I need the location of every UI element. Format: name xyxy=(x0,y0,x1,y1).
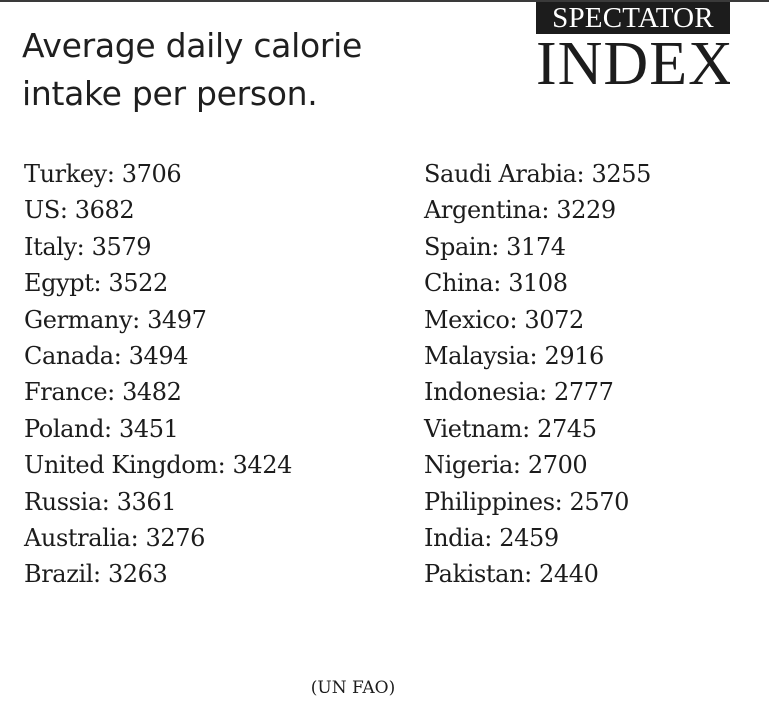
country-name: Saudi Arabia xyxy=(424,160,577,188)
list-item: Australia: 3276 xyxy=(24,523,206,552)
list-item: Egypt: 3522 xyxy=(24,269,168,298)
list-item: Argentina: 3229 xyxy=(424,196,616,225)
country-name: Nigeria xyxy=(424,451,513,480)
list-item: India: 2459 xyxy=(424,523,559,552)
calorie-value: 3229 xyxy=(556,196,616,225)
calorie-value: 3482 xyxy=(122,378,182,407)
title-line-2: intake per person. xyxy=(22,74,318,113)
country-name: Germany xyxy=(24,305,133,334)
country-name: Brazil xyxy=(24,560,94,589)
list-item: Philippines: 2570 xyxy=(424,487,630,516)
country-name: Malaysia xyxy=(424,341,530,370)
country-name: Pakistan xyxy=(424,560,525,589)
logo-index-text: INDEX xyxy=(536,32,730,96)
right-country-list: Saudi Arabia: 3255 Argentina: 3229 Spain: … xyxy=(424,156,754,593)
calorie-value: 3451 xyxy=(118,414,179,443)
list-item: Brazil: 3263 xyxy=(24,560,168,589)
list-item: Poland: 3451 xyxy=(24,414,179,443)
list-item: China: 3108 xyxy=(424,269,568,298)
top-rule xyxy=(0,0,769,2)
spectator-index-logo: SPECTATOR INDEX xyxy=(536,0,730,96)
list-item: France: 3482 xyxy=(24,378,182,407)
calorie-value: 3174 xyxy=(506,232,566,261)
list-item: Italy: 3579 xyxy=(24,232,152,261)
country-name: Philippines xyxy=(424,487,555,516)
calorie-value: 3706 xyxy=(121,160,182,188)
left-country-list: Turkey: 3706 US: 3682 Italy: 3579 Egypt: 35… xyxy=(24,156,404,593)
country-name: Canada xyxy=(24,341,114,370)
list-item: Vietnam: 2745 xyxy=(424,414,597,443)
calorie-value: 3263 xyxy=(107,560,168,589)
country-name: Argentina xyxy=(424,196,542,225)
calorie-value: 3522 xyxy=(108,269,168,298)
country-name: US xyxy=(24,196,60,225)
list-item: Mexico: 3072 xyxy=(424,305,584,334)
list-item: Saudi Arabia: 3255 xyxy=(424,160,651,188)
list-item: Canada: 3494 xyxy=(24,341,189,370)
country-name: Spain xyxy=(424,232,492,261)
calorie-value: 3497 xyxy=(147,305,207,334)
country-name: Poland xyxy=(24,414,105,443)
list-item: Pakistan: 2440 xyxy=(424,560,599,589)
calorie-value: 2745 xyxy=(537,414,597,443)
country-name: United Kingdom xyxy=(24,451,218,480)
list-item: Spain: 3174 xyxy=(424,232,566,261)
calorie-value: 3255 xyxy=(591,160,651,188)
country-name: Indonesia xyxy=(424,378,540,407)
country-name: France xyxy=(24,378,108,407)
calorie-value: 3072 xyxy=(524,305,584,334)
country-name: Mexico xyxy=(424,305,510,334)
country-name: Turkey xyxy=(24,160,107,188)
calorie-value: 3494 xyxy=(128,341,189,370)
country-name: Italy xyxy=(24,232,77,261)
calorie-value: 3579 xyxy=(91,232,152,261)
source-note: (UN FAO) xyxy=(310,678,396,698)
list-item: Nigeria: 2700 xyxy=(424,451,588,480)
calorie-value: 2440 xyxy=(539,560,599,589)
country-name: China xyxy=(424,269,494,298)
list-item: United Kingdom: 3424 xyxy=(24,451,293,480)
calorie-value: 3276 xyxy=(145,523,206,552)
list-item: Germany: 3497 xyxy=(24,305,207,334)
calorie-value: 3108 xyxy=(508,269,568,298)
calorie-value: 2777 xyxy=(554,378,614,407)
calorie-value: 3682 xyxy=(74,196,135,225)
country-name: Egypt xyxy=(24,269,94,298)
calorie-value: 2459 xyxy=(499,523,559,552)
country-name: India xyxy=(424,523,485,552)
list-item: Turkey: 3706 xyxy=(24,160,182,188)
country-name: Russia xyxy=(24,487,102,516)
calorie-value: 3424 xyxy=(232,451,293,480)
calorie-value: 3361 xyxy=(116,487,177,516)
list-item: Russia: 3361 xyxy=(24,487,177,516)
list-item: Malaysia: 2916 xyxy=(424,341,604,370)
country-name: Australia xyxy=(24,523,131,552)
list-item: Indonesia: 2777 xyxy=(424,378,614,407)
logo-spectator-text: SPECTATOR xyxy=(536,2,730,34)
list-item: US: 3682 xyxy=(24,196,135,225)
calorie-value: 2570 xyxy=(569,487,630,516)
country-name: Vietnam xyxy=(424,414,523,443)
calorie-value: 2700 xyxy=(527,451,588,480)
calorie-value: 2916 xyxy=(544,341,604,370)
page-title: Average daily calorie intake per person. xyxy=(22,22,462,118)
title-line-1: Average daily calorie xyxy=(22,26,362,65)
